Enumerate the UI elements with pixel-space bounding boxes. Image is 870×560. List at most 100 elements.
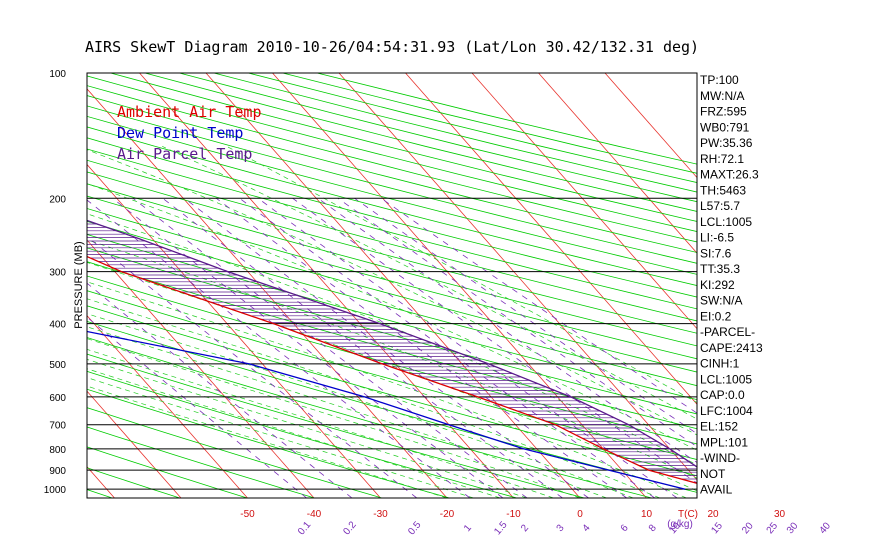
stability-index-entry: NOT	[700, 467, 726, 481]
bottom-temp-tick-label: 0	[577, 509, 583, 520]
mixing-ratio-tick-label: 20	[740, 520, 756, 536]
stability-index-entry: LCL:1005	[700, 215, 752, 229]
dry-adiabat-line	[87, 426, 315, 498]
pressure-tick-label: 400	[49, 320, 66, 331]
stability-index-entry: LI:-6.5	[700, 231, 734, 245]
mixing-ratio-tick-label: 3	[555, 522, 567, 534]
dry-adiabat-line	[87, 208, 697, 373]
stability-index-entry: EI:0.2	[700, 309, 732, 323]
mixing-ratio-line	[239, 197, 656, 498]
isotherm-line	[87, 466, 115, 498]
isotherm-line	[538, 73, 697, 254]
mixing-ratio-tick-label: 1.5	[492, 519, 510, 537]
chart-title: AIRS SkewT Diagram 2010-10-26/04:54:31.9…	[85, 38, 699, 56]
profile-lines	[87, 219, 697, 490]
dry-adiabat-line	[87, 290, 697, 461]
dry-adiabat-line	[317, 73, 697, 165]
mixing-ratio-line	[184, 197, 589, 498]
isotherm-line	[139, 73, 514, 498]
stability-index-entry: LCL:1005	[700, 372, 752, 386]
stability-index-entry: LFC:1004	[700, 404, 753, 418]
isotherm-line	[0, 73, 48, 498]
air-parcel-temp-line	[87, 219, 697, 468]
bottom-temp-tick-label: -10	[506, 509, 521, 520]
stability-index-entry: EL:152	[700, 420, 738, 434]
bottom-temp-tick-label: 10	[641, 509, 653, 520]
isotherm-line	[338, 73, 697, 481]
mixing-ratio-line	[337, 197, 697, 448]
mixing-ratio-tick-label: 0.5	[406, 519, 424, 537]
moist-adiabat-line	[87, 385, 448, 498]
mixing-ratio-tick-label: 2	[519, 522, 531, 534]
stability-index-entry: TH:5463	[700, 183, 746, 197]
dry-adiabat-line	[87, 171, 697, 334]
dry-adiabat-line	[87, 261, 697, 430]
isotherm-line	[405, 73, 697, 405]
dry-adiabat-line	[87, 247, 697, 415]
moist-adiabat-line	[87, 358, 527, 498]
dry-adiabat-lines	[87, 73, 697, 498]
mixing-ratio-line	[87, 236, 418, 498]
dry-adiabat-line	[87, 126, 697, 287]
stability-index-entry: RH:72.1	[700, 152, 744, 166]
stability-index-entry: AVAIL	[700, 483, 733, 497]
stability-index-entry: KI:292	[700, 278, 735, 292]
isotherm-line	[87, 390, 182, 498]
bottom-temp-tick-label: -40	[307, 509, 322, 520]
plot-area	[0, 73, 697, 498]
pressure-tick-label: 500	[49, 360, 66, 371]
bottom-temp-tick-label: -50	[240, 509, 255, 520]
y-axis-label: PRESSURE (MB)	[73, 241, 85, 328]
dry-adiabat-line	[87, 388, 450, 498]
moist-adiabat-line	[87, 313, 634, 498]
stability-index-entry: -WIND-	[700, 451, 740, 465]
mixing-ratio-line	[132, 197, 528, 498]
pressure-tick-label: 600	[49, 393, 66, 404]
dew-point-temp-line	[87, 330, 686, 490]
bottom-temp-tick-label: 20	[707, 509, 719, 520]
bottom-temp-tick-labels: -50 -40 -30 -20 -10 0 10 20 30 T(C)	[240, 509, 785, 520]
isotherm-lines	[0, 73, 697, 498]
isotherm-line	[87, 239, 315, 498]
dry-adiabat-line	[87, 305, 697, 477]
stability-index-entry: MAXT:26.3	[700, 168, 759, 182]
dry-adiabat-line	[282, 73, 697, 174]
mixing-ratio-tick-label: 25	[765, 520, 781, 536]
dry-adiabat-line	[87, 353, 585, 498]
legend: Ambient Air Temp Dew Point Temp Air Parcel…	[117, 103, 262, 163]
cape-hatching	[87, 220, 697, 483]
mixing-ratio-line	[354, 197, 697, 435]
dry-adiabat-line	[87, 137, 697, 298]
ambient-air-temp-line	[87, 255, 697, 484]
pressure-tick-label: 1000	[44, 485, 67, 496]
dry-adiabat-line	[87, 337, 652, 498]
dry-adiabat-line	[87, 489, 113, 498]
bottom-temp-unit-label: T(C)	[678, 509, 698, 520]
mixing-ratio-line	[216, 197, 627, 498]
dry-adiabat-line	[179, 73, 697, 203]
pressure-tick-label: 200	[49, 194, 66, 205]
isotherm-line	[604, 73, 697, 179]
moist-adiabat-line	[87, 349, 554, 498]
dry-adiabat-line	[87, 115, 697, 275]
mixing-ratio-line	[257, 197, 678, 498]
mixing-ratio-tick-label: 4	[581, 522, 593, 534]
mixing-ratio-lines	[87, 197, 697, 498]
pressure-tick-label: 800	[49, 445, 66, 456]
bottom-temp-tick-label: -30	[373, 509, 388, 520]
stability-index-entry: CAPE:2413	[700, 341, 763, 355]
dry-adiabat-line	[87, 407, 383, 498]
stability-index-entry: TP:100	[700, 73, 739, 87]
dry-adiabat-line	[87, 148, 697, 310]
stability-index-entry: SW:N/A	[700, 294, 742, 308]
stability-index-entry: CINH:1	[700, 357, 740, 371]
legend-entry: Dew Point Temp	[117, 124, 243, 142]
mixing-ratio-line	[87, 199, 471, 498]
mixing-ratio-tick-label: 1	[462, 522, 474, 534]
mixing-ratio-tick-label: 8	[647, 522, 659, 534]
stability-index-entry: CAP:0.0	[700, 388, 745, 402]
stability-index-entry: L57:5.7	[700, 199, 740, 213]
dry-adiabat-line	[87, 446, 248, 498]
